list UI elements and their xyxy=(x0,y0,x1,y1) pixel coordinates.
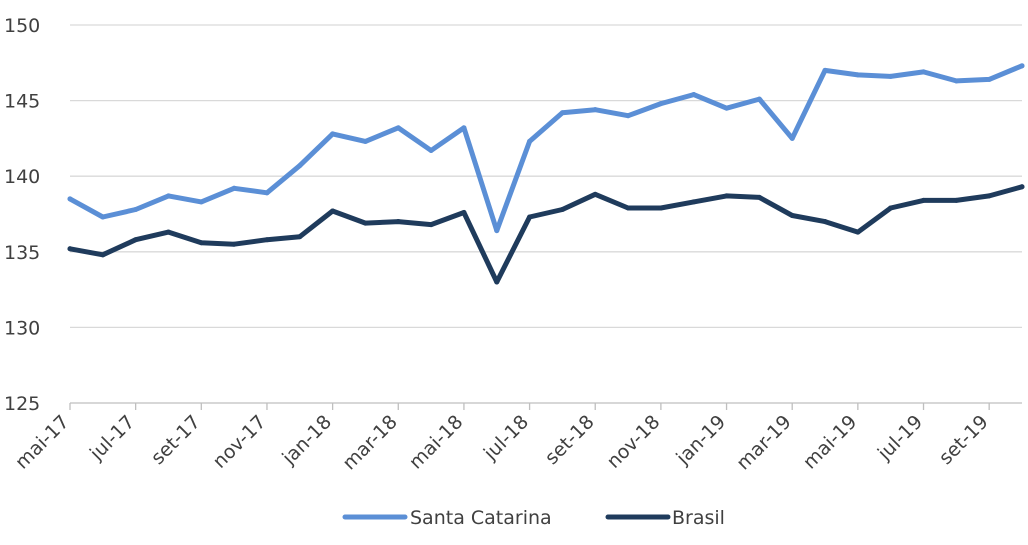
data-point-santa-catarina xyxy=(428,147,434,153)
data-point-santa-catarina xyxy=(756,96,762,102)
data-point-brasil xyxy=(198,240,204,246)
data-point-santa-catarina xyxy=(691,92,697,98)
y-tick-label: 135 xyxy=(4,242,40,264)
data-point-brasil xyxy=(888,205,894,211)
data-point-santa-catarina xyxy=(559,110,565,116)
x-tick-label: nov-18 xyxy=(603,411,665,473)
data-point-santa-catarina xyxy=(953,78,959,84)
x-tick-label: mar-19 xyxy=(732,411,795,474)
data-point-brasil xyxy=(724,193,730,199)
x-tick-label: set-19 xyxy=(935,411,993,469)
data-point-santa-catarina xyxy=(592,107,598,113)
gridlines xyxy=(70,24,1022,329)
data-point-santa-catarina xyxy=(855,72,861,78)
data-point-brasil xyxy=(297,234,303,240)
data-point-santa-catarina xyxy=(789,135,795,141)
x-tick-label: jul-19 xyxy=(873,411,927,465)
data-point-brasil xyxy=(395,219,401,225)
data-point-santa-catarina xyxy=(198,199,204,205)
series-lines xyxy=(67,63,1025,285)
data-point-santa-catarina xyxy=(330,131,336,137)
data-point-brasil xyxy=(691,199,697,205)
data-point-brasil xyxy=(986,193,992,199)
data-point-brasil xyxy=(953,197,959,203)
data-point-santa-catarina xyxy=(625,113,631,119)
data-point-brasil xyxy=(133,237,139,243)
legend-label-santa-catarina: Santa Catarina xyxy=(410,507,552,529)
data-point-santa-catarina xyxy=(264,190,270,196)
data-point-santa-catarina xyxy=(461,125,467,131)
data-point-brasil xyxy=(100,252,106,258)
data-point-santa-catarina xyxy=(888,73,894,79)
data-point-brasil xyxy=(67,246,73,252)
data-point-santa-catarina xyxy=(297,163,303,169)
y-tick-label: 125 xyxy=(4,393,40,415)
data-point-santa-catarina xyxy=(231,185,237,191)
y-axis-ticks: 125 130 135 140 145 150 xyxy=(4,15,40,415)
x-tick-label: mai-19 xyxy=(799,411,862,474)
data-point-brasil xyxy=(658,205,664,211)
y-tick-label: 140 xyxy=(4,166,40,188)
data-point-santa-catarina xyxy=(1019,63,1025,69)
data-point-brasil xyxy=(330,208,336,214)
data-point-brasil xyxy=(165,229,171,235)
data-point-santa-catarina xyxy=(165,193,171,199)
x-tick-label: jan-18 xyxy=(277,411,336,470)
x-tick-label: jul-18 xyxy=(479,411,533,465)
data-point-santa-catarina xyxy=(986,76,992,82)
data-point-santa-catarina xyxy=(494,228,500,234)
data-point-brasil xyxy=(625,205,631,211)
x-tick-label: mai-17 xyxy=(11,411,74,474)
data-point-santa-catarina xyxy=(133,206,139,212)
data-point-santa-catarina xyxy=(921,69,927,75)
data-point-santa-catarina xyxy=(100,214,106,220)
series-line-santa-catarina xyxy=(67,63,1025,234)
legend-label-brasil: Brasil xyxy=(672,507,725,529)
data-point-brasil xyxy=(855,229,861,235)
data-point-brasil xyxy=(921,197,927,203)
x-tick-label: mar-18 xyxy=(338,411,401,474)
data-point-brasil xyxy=(789,213,795,219)
data-point-brasil xyxy=(756,194,762,200)
data-point-brasil xyxy=(1019,184,1025,190)
data-point-brasil xyxy=(461,209,467,215)
data-point-santa-catarina xyxy=(362,138,368,144)
data-point-santa-catarina xyxy=(658,101,664,107)
data-point-santa-catarina xyxy=(527,138,533,144)
data-point-brasil xyxy=(559,206,565,212)
data-point-brasil xyxy=(231,241,237,247)
y-tick-label: 150 xyxy=(4,15,40,37)
data-point-brasil xyxy=(527,214,533,220)
data-point-santa-catarina xyxy=(67,196,73,202)
x-tick-label: set-18 xyxy=(541,411,599,469)
x-tick-label: jul-17 xyxy=(85,411,139,465)
x-tick-label: jan-19 xyxy=(671,411,730,470)
legend: Santa Catarina Brasil xyxy=(342,507,725,529)
x-axis: mai-17 jul-17 set-17 nov-17 jan-18 mar-18 mai-… xyxy=(11,402,1022,474)
data-point-brasil xyxy=(494,279,500,285)
data-point-santa-catarina xyxy=(724,105,730,111)
y-tick-label: 130 xyxy=(4,317,40,339)
series-line-brasil xyxy=(67,184,1025,285)
data-point-brasil xyxy=(822,219,828,225)
data-point-brasil xyxy=(362,220,368,226)
data-point-santa-catarina xyxy=(822,67,828,73)
data-point-brasil xyxy=(264,237,270,243)
data-point-santa-catarina xyxy=(395,125,401,131)
x-tick-label: set-17 xyxy=(147,411,205,469)
y-tick-label: 145 xyxy=(4,91,40,113)
data-point-brasil xyxy=(592,191,598,197)
data-point-brasil xyxy=(428,222,434,228)
x-tick-label: nov-17 xyxy=(209,411,271,473)
x-tick-label: mai-18 xyxy=(405,411,468,474)
